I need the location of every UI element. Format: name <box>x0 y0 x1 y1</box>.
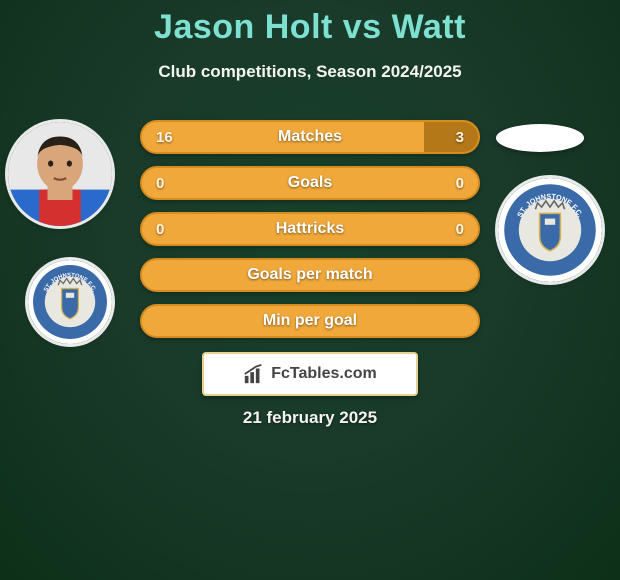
stat-bar: 00Hattricks <box>140 212 480 246</box>
player-2-avatar-placeholder <box>496 124 584 152</box>
comparison-card: Jason Holt vs Watt Club competitions, Se… <box>0 0 620 580</box>
stat-label: Matches <box>142 122 478 152</box>
stat-label: Hattricks <box>142 214 478 244</box>
stat-bar: 00Goals <box>140 166 480 200</box>
player-headshot-placeholder <box>8 122 112 226</box>
site-logo-text: FcTables.com <box>271 365 377 383</box>
club-crest-icon: ST. JOHNSTONE F.C. <box>498 178 602 282</box>
stat-label: Goals per match <box>142 260 478 290</box>
player-2-club-crest: ST. JOHNSTONE F.C. <box>498 178 602 282</box>
page-title: Jason Holt vs Watt <box>0 8 620 47</box>
stat-bar: 163Matches <box>140 120 480 154</box>
site-logo[interactable]: FcTables.com <box>202 352 418 396</box>
stat-bar: Min per goal <box>140 304 480 338</box>
club-crest-icon: ST. JOHNSTONE F.C. <box>28 260 112 344</box>
stat-label: Min per goal <box>142 306 478 336</box>
player-1-club-crest: ST. JOHNSTONE F.C. <box>28 260 112 344</box>
date-label: 21 february 2025 <box>0 408 620 428</box>
stat-bars: 163Matches 00Goals 00Hattricks Goals per ma… <box>140 120 480 350</box>
player-1-avatar <box>8 122 112 226</box>
subtitle: Club competitions, Season 2024/2025 <box>0 62 620 82</box>
stat-label: Goals <box>142 168 478 198</box>
vs-separator: vs <box>333 8 392 46</box>
stat-bar: Goals per match <box>140 258 480 292</box>
player-2-name: Watt <box>392 8 466 46</box>
bar-chart-icon <box>243 363 265 385</box>
player-1-name: Jason Holt <box>154 8 333 46</box>
